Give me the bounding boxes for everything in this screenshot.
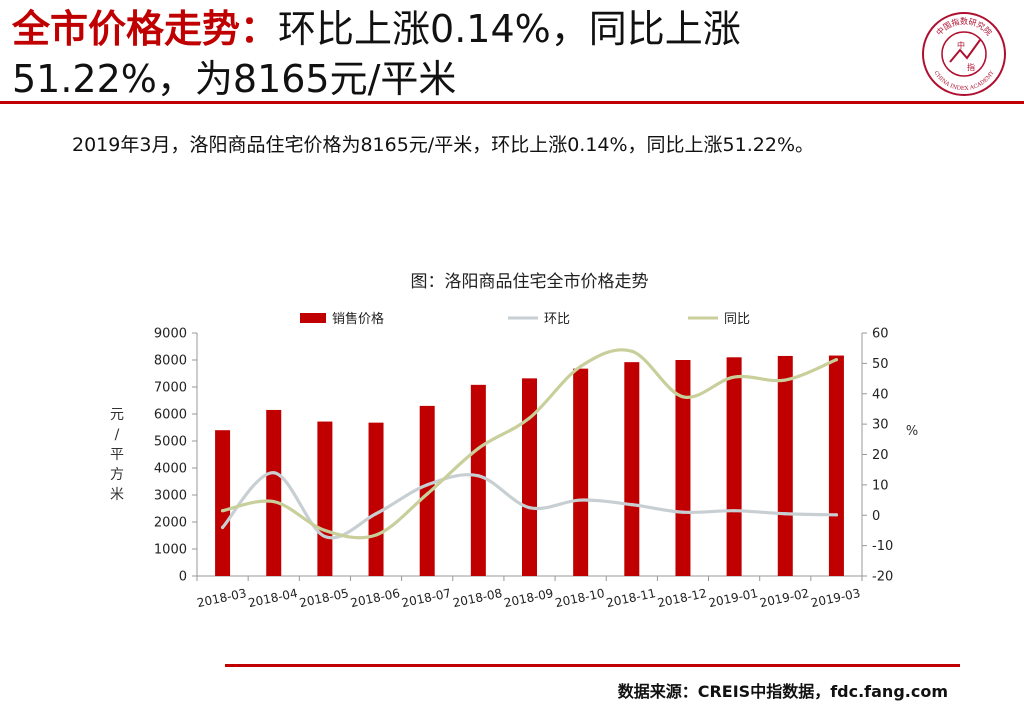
y-tick-label-right: 20 [872, 448, 889, 463]
y-axis-label-left: 元/平方米 [110, 407, 124, 503]
legend-swatch-bar [300, 313, 326, 323]
y-tick-label-left: 0 [179, 570, 187, 585]
price-trend-chart: 图：洛阳商品住宅全市价格走势销售价格 环比 同比 0 1000 2000 3000 4000 5… [100, 255, 920, 635]
y-tick-label-left: 2000 [154, 516, 187, 531]
title-divider [0, 101, 1024, 104]
x-tick-label: 2018-04 [247, 586, 299, 610]
series-point-1-2019-02 [783, 378, 787, 382]
bar-2019-02 [777, 355, 793, 576]
series-point-0-2019-03 [834, 513, 839, 517]
series-point-0-2018-05 [323, 534, 327, 539]
x-tick-label: 2019-02 [758, 586, 810, 610]
series-point-1-2018-08 [476, 446, 480, 451]
series-point-1-2018-09 [527, 416, 532, 420]
page-title-highlight: 全市价格走势： [12, 7, 279, 51]
data-source: 数据来源：CREIS中指数据，fdc.fang.com [617, 682, 948, 701]
y-tick-label-left: 1000 [154, 543, 187, 558]
bar-2019-03 [828, 355, 844, 576]
logo-center-2: 指 [967, 62, 975, 72]
series-point-0-2019-01 [732, 509, 736, 513]
footer-divider [225, 664, 960, 667]
x-tick-label: 2018-05 [298, 586, 350, 610]
y-tick-label-left: 9000 [154, 327, 187, 342]
x-tick-label: 2018-03 [196, 586, 248, 610]
bar-2019-01 [726, 357, 742, 576]
bar-2018-04 [266, 409, 282, 576]
series-point-1-2018-07 [425, 492, 429, 496]
legend-label-bar: 销售价格 [332, 311, 384, 327]
series-point-0-2018-10 [579, 498, 583, 502]
bar-2018-03 [215, 430, 231, 576]
y-tick-label-right: -10 [872, 539, 893, 554]
series-point-0-2018-12 [681, 510, 685, 514]
y-tick-label-right: 10 [872, 478, 889, 493]
x-tick-label: 2019-03 [810, 586, 862, 610]
series-point-1-2018-03 [220, 509, 225, 513]
x-tick-label: 2018-08 [452, 586, 504, 610]
bar-2018-06 [368, 422, 384, 576]
series-point-1-2019-01 [732, 375, 736, 379]
y-tick-label-right: 30 [872, 418, 889, 433]
y-tick-label-left: 5000 [154, 435, 187, 450]
y-tick-label-right: -20 [872, 570, 893, 585]
bar-2018-12 [675, 360, 691, 576]
y-tick-label-left: 3000 [154, 489, 187, 504]
series-point-0-2018-11 [630, 503, 634, 507]
legend-label-line-0: 环比 [544, 312, 570, 327]
series-point-0-2019-02 [783, 512, 787, 516]
logo-center-1: 中 [957, 40, 965, 50]
y-tick-label-right: 50 [872, 357, 889, 372]
series-point-0-2018-03 [220, 525, 225, 529]
y-tick-label-left: 7000 [154, 381, 187, 396]
y-tick-label-left: 4000 [154, 462, 187, 477]
bar-2018-11 [624, 362, 640, 576]
x-tick-label: 2018-11 [605, 586, 657, 610]
bar-2018-09 [522, 378, 537, 576]
x-tick-label: 2018-09 [503, 586, 555, 610]
legend-label-line-1: 同比 [724, 312, 750, 327]
y-tick-label-left: 8000 [154, 354, 187, 369]
series-point-0-2018-07 [425, 483, 429, 487]
series-point-0-2018-09 [527, 506, 532, 510]
series-point-1-2018-12 [681, 395, 685, 399]
page-title: 全市价格走势：环比上涨0.14%，同比上涨51.22%，为8165元/平米 [12, 4, 892, 104]
bar-2018-08 [470, 384, 486, 576]
y-axis-label-right: % [906, 424, 918, 439]
series-point-1-2018-10 [579, 364, 583, 369]
y-tick-label-right: 40 [872, 387, 889, 402]
summary-text: 2019年3月，洛阳商品住宅价格为8165元/平米，环比上涨0.14%，同比上涨… [72, 134, 815, 156]
bar-2018-10 [573, 368, 589, 576]
china-index-academy-seal-icon: 中国指数研究院 CHINA INDEX ACADEMY 中 指 [922, 12, 1006, 96]
x-tick-label: 2018-10 [554, 586, 606, 610]
series-point-1-2018-11 [630, 349, 634, 353]
bar-2018-05 [317, 421, 333, 576]
series-point-0-2018-06 [374, 512, 378, 516]
x-tick-label: 2018-06 [349, 586, 401, 610]
series-point-1-2018-06 [374, 533, 378, 537]
page-title-text: 环比上涨0.14%，同比上涨51.22%，为8165元/平米 [12, 7, 741, 101]
series-point-1-2018-05 [323, 528, 327, 533]
series-point-0-2018-08 [476, 474, 480, 478]
y-tick-label-left: 6000 [154, 408, 187, 423]
series-point-0-2018-04 [272, 471, 276, 475]
bar-2018-07 [419, 405, 435, 576]
x-tick-label: 2018-07 [400, 586, 452, 610]
y-tick-label-right: 0 [872, 509, 880, 524]
series-point-1-2018-04 [272, 499, 276, 504]
y-tick-label-right: 60 [872, 327, 889, 342]
chart-title: 图：洛阳商品住宅全市价格走势 [411, 272, 649, 292]
series-point-1-2019-03 [834, 358, 839, 362]
x-tick-label: 2018-12 [656, 586, 708, 610]
x-tick-label: 2019-01 [707, 586, 759, 610]
